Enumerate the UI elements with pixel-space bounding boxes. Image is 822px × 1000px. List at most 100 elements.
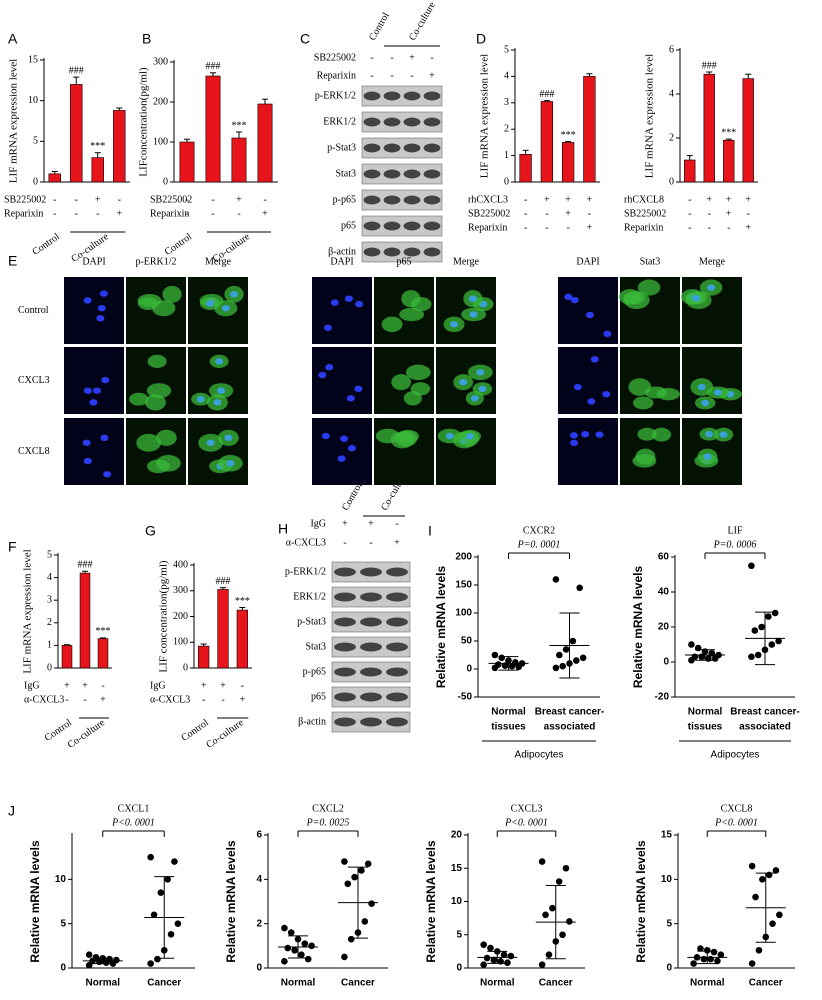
blot-band: [386, 717, 408, 727]
cell-stain: [399, 307, 424, 322]
blot-band: [360, 692, 382, 702]
nucleus: [347, 445, 356, 452]
blot-band: [383, 247, 401, 257]
cell-stain: [396, 429, 420, 443]
data-point: [559, 662, 566, 670]
blot-band: [423, 117, 441, 127]
nucleus: [221, 305, 230, 312]
y-tick-label: 100: [153, 136, 168, 147]
y-tick-label: 0: [183, 662, 188, 673]
blot-strip: [361, 241, 443, 263]
significance-label: ###: [206, 61, 221, 72]
chart-title: CXCL8: [721, 803, 753, 814]
condition-sign: -: [221, 694, 224, 705]
y-tick-label: 1: [504, 150, 509, 161]
y-tick-label: 1: [47, 640, 52, 651]
panel-label: D: [476, 31, 486, 47]
y-tick-label: 3: [504, 97, 509, 108]
condition-sign: -: [545, 208, 548, 219]
data-point: [358, 867, 365, 874]
y-tick-label: 6: [669, 44, 674, 55]
y-tick-label: 10: [451, 896, 463, 907]
y-tick-label: 15: [661, 830, 673, 841]
y-axis-label: LIFconcentration(pg/ml): [138, 67, 150, 177]
blot-row-label: ERK1/2: [323, 116, 356, 127]
blot-band: [334, 717, 356, 727]
nucleus: [330, 299, 339, 306]
data-point: [171, 858, 178, 865]
data-point: [552, 576, 560, 583]
condition-sign: -: [83, 694, 86, 705]
condition-sign: -: [390, 52, 393, 63]
blot-row-label: ERK1/2: [293, 591, 326, 602]
blot-band: [386, 642, 408, 652]
cell-stain: [381, 316, 403, 333]
data-point: [755, 946, 763, 954]
y-tick-label: 2: [669, 132, 674, 143]
data-point: [361, 918, 369, 925]
data-point: [483, 954, 491, 962]
nucleus: [354, 385, 363, 393]
y-tick-label: 4: [669, 88, 674, 99]
panel-label: G: [145, 523, 156, 539]
x-tick-label: Normal: [688, 707, 723, 718]
cell-stain: [410, 382, 431, 396]
x-tick-label: Normal: [480, 978, 515, 989]
condition-name: Reparixin: [317, 70, 356, 81]
y-axis-label: Relative mRNA levels: [434, 566, 448, 689]
data-point: [552, 664, 560, 672]
condition-sign: -: [241, 680, 244, 691]
nucleus: [603, 330, 612, 338]
data-point: [573, 657, 580, 664]
blot-band: [360, 642, 382, 652]
blot-band: [403, 117, 421, 127]
cell-stain: [401, 290, 421, 308]
y-tick-label: 0: [256, 963, 262, 974]
row-label: Control: [18, 305, 49, 316]
data-point: [92, 954, 100, 961]
nucleus: [570, 439, 579, 447]
condition-sign: -: [524, 194, 527, 205]
data-point: [507, 952, 515, 960]
y-tick-label: 15: [451, 863, 463, 874]
nucleus: [707, 284, 716, 291]
nucleus: [206, 439, 215, 446]
nucleus: [570, 296, 579, 304]
data-point: [545, 951, 553, 958]
x-tick-label: Cancer: [749, 978, 783, 989]
condition-name: SB225002: [4, 194, 46, 205]
bar: [79, 572, 91, 669]
column-header: Merge: [205, 256, 231, 267]
chart-title: CXCL1: [118, 803, 150, 814]
data-point: [291, 946, 298, 954]
cell-stain: [129, 392, 149, 406]
p-value: P<0. 0001: [111, 817, 155, 828]
condition-name: SB225002: [624, 208, 666, 219]
condition-sign: -: [390, 70, 393, 81]
data-point: [579, 654, 587, 662]
blot-band: [383, 117, 401, 127]
blot-row-label: p65: [341, 220, 356, 231]
blot-band: [334, 642, 356, 652]
y-tick-label: 300: [153, 56, 168, 67]
bar: [231, 137, 247, 183]
condition-sign: -: [524, 222, 527, 233]
condition-sign: +: [100, 694, 106, 705]
blot-band: [403, 195, 421, 205]
panel-label: C: [300, 31, 310, 47]
column-header: DAPI: [82, 256, 105, 267]
x-axis-label: Adipocytes: [515, 750, 564, 761]
blot-band: [423, 91, 441, 101]
blot-band: [423, 247, 441, 257]
condition-sign: -: [53, 194, 56, 205]
panel-label: A: [8, 31, 18, 47]
bar: [519, 153, 532, 183]
y-tick-label: 10: [28, 95, 38, 106]
blot-band: [403, 91, 421, 101]
condition-sign: -: [708, 208, 711, 219]
nucleus: [703, 453, 712, 460]
nucleus: [344, 295, 353, 302]
y-tick-label: 2: [47, 617, 52, 628]
condition-sign: -: [211, 194, 214, 205]
y-axis-label: LIF mRNA expression level: [479, 54, 491, 178]
